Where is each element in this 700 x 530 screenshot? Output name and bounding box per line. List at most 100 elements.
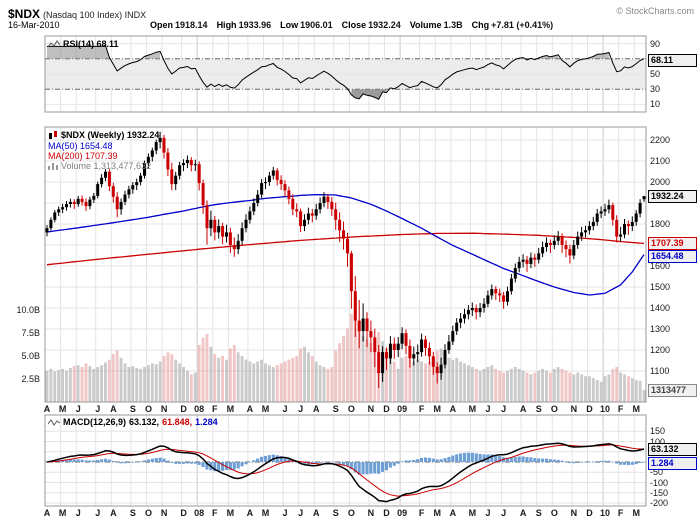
- x-tick-label: 10: [600, 508, 611, 518]
- x-tick-label: 08: [194, 404, 205, 414]
- x-tick-label: S: [332, 508, 339, 518]
- quote-date: 16-Mar-2010: [8, 20, 60, 30]
- price-tick-label: 2100: [650, 156, 671, 166]
- quote-bar: Open 1918.14 High 1933.96 Low 1906.01 Close 193…: [150, 20, 553, 30]
- x-tick-label: A: [449, 508, 457, 518]
- candlestick-icon: [49, 130, 57, 139]
- price-tick-label: 1100: [650, 366, 670, 376]
- quote-label: Chg: [471, 20, 490, 30]
- ma200-line: [46, 232, 645, 266]
- x-tick-label: 09: [397, 508, 408, 518]
- ma200-legend: MA(200) 1707.39: [48, 151, 118, 161]
- x-tick-label: M: [433, 404, 442, 414]
- x-tick-label: D: [586, 404, 593, 414]
- price-legend-text: $NDX (Weekly) 1932.24: [61, 130, 160, 140]
- macd-tick-label: -50: [650, 467, 664, 478]
- x-tick-label: D: [383, 404, 390, 414]
- x-tick-label: N: [367, 508, 375, 518]
- x-tick-label: N: [160, 404, 168, 414]
- x-tick-label: A: [313, 508, 320, 518]
- x-tick-label: F: [617, 404, 624, 414]
- x-tick-label: A: [110, 508, 117, 518]
- macd-legend-label: MACD(12,26,9): [63, 417, 127, 427]
- quote-item: Chg +7.81 (+0.41%): [472, 20, 554, 30]
- rsi-tick-label: 30: [650, 84, 661, 95]
- candles-layer: [45, 131, 646, 388]
- x-tick-label: O: [550, 508, 558, 518]
- macd-tick-label: 100: [650, 436, 666, 447]
- quote-label: Volume: [409, 20, 442, 30]
- quote-value: +7.81 (+0.41%): [491, 20, 554, 30]
- x-tick-label: S: [535, 404, 542, 414]
- last-price-box: 1932.24: [648, 190, 697, 203]
- ma50-line: [46, 193, 645, 296]
- x-tick-label: A: [519, 404, 527, 414]
- macd-value-box: 63.132: [648, 443, 697, 456]
- x-tick-label: M: [632, 508, 641, 518]
- volume-tick-label: 5.0B: [21, 351, 40, 361]
- x-tick-label: A: [43, 404, 51, 414]
- x-tick-label: J: [501, 508, 507, 518]
- x-tick-label: D: [383, 508, 390, 518]
- quote-value: 1932.24: [368, 20, 401, 30]
- x-tick-label: O: [144, 404, 152, 414]
- x-tick-label: M: [226, 404, 235, 414]
- macd-value: 63.132,: [129, 417, 160, 427]
- sparkline-icon: [48, 39, 60, 47]
- copyright-note: © StockCharts.com: [616, 6, 694, 16]
- macd-tick-label: -150: [650, 487, 669, 498]
- x-tick-label: A: [246, 508, 254, 518]
- x-tick-label: F: [212, 404, 218, 414]
- x-tick-label: A: [449, 404, 457, 414]
- x-tick-label: N: [367, 404, 375, 414]
- volume-tick-label: 7.5B: [21, 328, 40, 338]
- macd-tick-label: -100: [650, 477, 669, 488]
- price-plot: [45, 127, 646, 402]
- quote-value: 1918.14: [175, 20, 208, 30]
- price-tick-label: 1500: [650, 282, 671, 292]
- x-tick-label: M: [468, 508, 477, 518]
- macd-histogram: [45, 452, 646, 475]
- macd-legend: MACD(12,26,9) 63.132, 61.848, 1.284: [48, 417, 218, 427]
- x-tick-label: J: [485, 404, 491, 414]
- quote-label: High: [216, 20, 237, 30]
- x-tick-label: J: [485, 508, 491, 518]
- x-tick-label: J: [298, 404, 304, 414]
- volume-tick-label: 10.0B: [16, 305, 40, 315]
- x-tick-label: A: [110, 404, 117, 414]
- x-tick-label: J: [95, 404, 101, 414]
- x-tick-label: J: [75, 404, 81, 414]
- rsi-overbought-fill: [47, 45, 609, 59]
- rsi-legend: RSI(14) 68.11: [48, 39, 119, 49]
- x-tick-label: 08: [194, 508, 205, 518]
- rsi-tick-label: 10: [650, 99, 661, 110]
- macd-tick-label: 150: [650, 426, 666, 437]
- x-tick-label: N: [160, 508, 168, 518]
- x-tick-label: O: [347, 404, 355, 414]
- rsi-plot: [45, 36, 646, 112]
- volume-bars: [45, 313, 646, 402]
- quote-item: Close 1932.24: [342, 20, 401, 30]
- x-tick-label: J: [501, 404, 507, 414]
- x-tick-label: O: [550, 404, 558, 414]
- x-tick-label: F: [212, 508, 218, 518]
- x-tick-label: D: [180, 404, 187, 414]
- x-tick-label: M: [58, 508, 67, 518]
- chart-header: $NDX (Nasdaq 100 Index) INDX: [8, 5, 146, 23]
- x-tick-label: D: [180, 508, 187, 518]
- x-tick-label: A: [43, 508, 51, 518]
- price-tick-label: 1600: [650, 261, 671, 271]
- ma50-legend-text: MA(50) 1654.48: [48, 141, 113, 151]
- quote-item: Volume 1.3B: [410, 20, 463, 30]
- price-tick-label: 1400: [650, 303, 671, 313]
- volume-bars-icon: [48, 163, 58, 170]
- x-tick-label: M: [261, 508, 270, 518]
- volume-legend: Volume 1,313,477,632: [48, 161, 151, 171]
- x-tick-label: M: [433, 508, 442, 518]
- x-tick-label: A: [246, 404, 254, 414]
- quote-label: Open: [150, 20, 174, 30]
- price-tick-label: 2200: [650, 135, 671, 145]
- quote-item: Open 1918.14: [150, 20, 208, 30]
